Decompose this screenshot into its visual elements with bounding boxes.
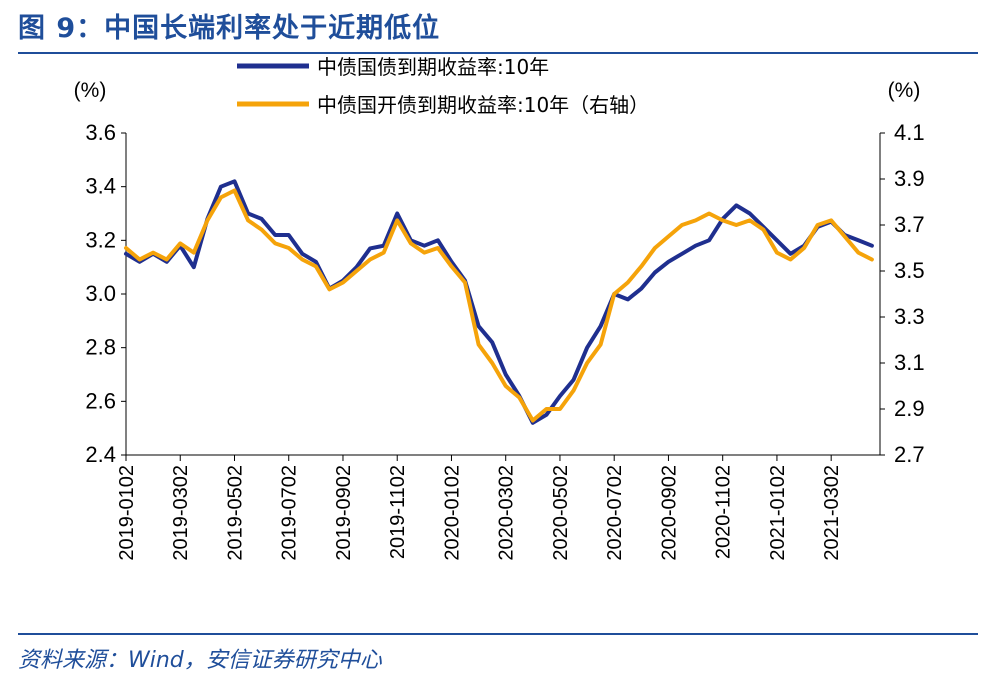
y-left-tick-label: 3.6: [85, 120, 116, 145]
x-tick-label: 2020-0702: [604, 465, 626, 561]
x-tick-label: 2021-0102: [767, 465, 789, 561]
series-line-cdb-10y: [124, 188, 874, 423]
x-tick-label: 2020-0902: [658, 465, 680, 561]
x-tick-label: 2019-0902: [333, 465, 355, 561]
axes: [121, 132, 885, 461]
source-divider: [18, 633, 978, 635]
y-right-tick-label: 4.1: [894, 120, 925, 145]
y-right-tick-label: 2.7: [894, 442, 925, 467]
series-line-treasury-10y: [124, 179, 874, 425]
y-right-tick-label: 3.3: [894, 304, 925, 329]
y-left-tick-label: 3.2: [85, 227, 116, 252]
x-tick-label: 2019-0102: [116, 465, 138, 561]
y-left-unit-label: (%): [74, 79, 107, 102]
x-tick-label: 2020-0502: [550, 465, 572, 561]
x-tick-label: 2020-0302: [496, 465, 518, 561]
y-left-tick-label: 2.4: [85, 442, 116, 467]
title-divider: [18, 52, 978, 54]
x-tick-label: 2019-0502: [224, 465, 246, 561]
y-right-tick-label: 3.9: [894, 166, 925, 191]
y-left-tick-label: 3.4: [85, 174, 116, 199]
legend-label: 中债国债到期收益率:10年: [317, 55, 549, 79]
y-left-tick-label: 2.6: [85, 388, 116, 413]
x-tick-label: 2019-1102: [387, 465, 409, 559]
x-tick-label: 2020-0102: [441, 465, 463, 561]
y-right-unit-label: (%): [888, 79, 921, 102]
line-chart: 3.6 3.4 3.2 3.0 2.8 2.6 2.4 4.1 3.9 3.7 3.5 3.3 3.1 2…: [74, 55, 925, 561]
y-right-tick-label: 3.7: [894, 212, 925, 237]
x-tick-label: 2019-0302: [170, 465, 192, 561]
y-right-tick-label: 3.5: [894, 258, 925, 283]
x-tick-label: 2020-1102: [713, 465, 735, 559]
tick-labels: 3.6 3.4 3.2 3.0 2.8 2.6 2.4 4.1 3.9 3.7 3.5 3.3 3.1 2…: [74, 79, 925, 561]
legend-label: 中债国开债到期收益率:10年（右轴）: [317, 93, 649, 117]
series-lines: [124, 179, 874, 425]
y-right-tick-label: 2.9: [894, 396, 925, 421]
y-left-tick-label: 3.0: [85, 281, 116, 306]
x-tick-label: 2021-0302: [821, 465, 843, 561]
y-right-tick-label: 3.1: [894, 350, 925, 375]
y-left-tick-label: 2.8: [85, 335, 116, 360]
source-note: 资料来源：Wind，安信证券研究中心: [18, 648, 382, 673]
chart-title: 图 9：中国长端利率处于近期低位: [18, 13, 441, 44]
x-tick-label: 2019-0702: [279, 465, 301, 561]
